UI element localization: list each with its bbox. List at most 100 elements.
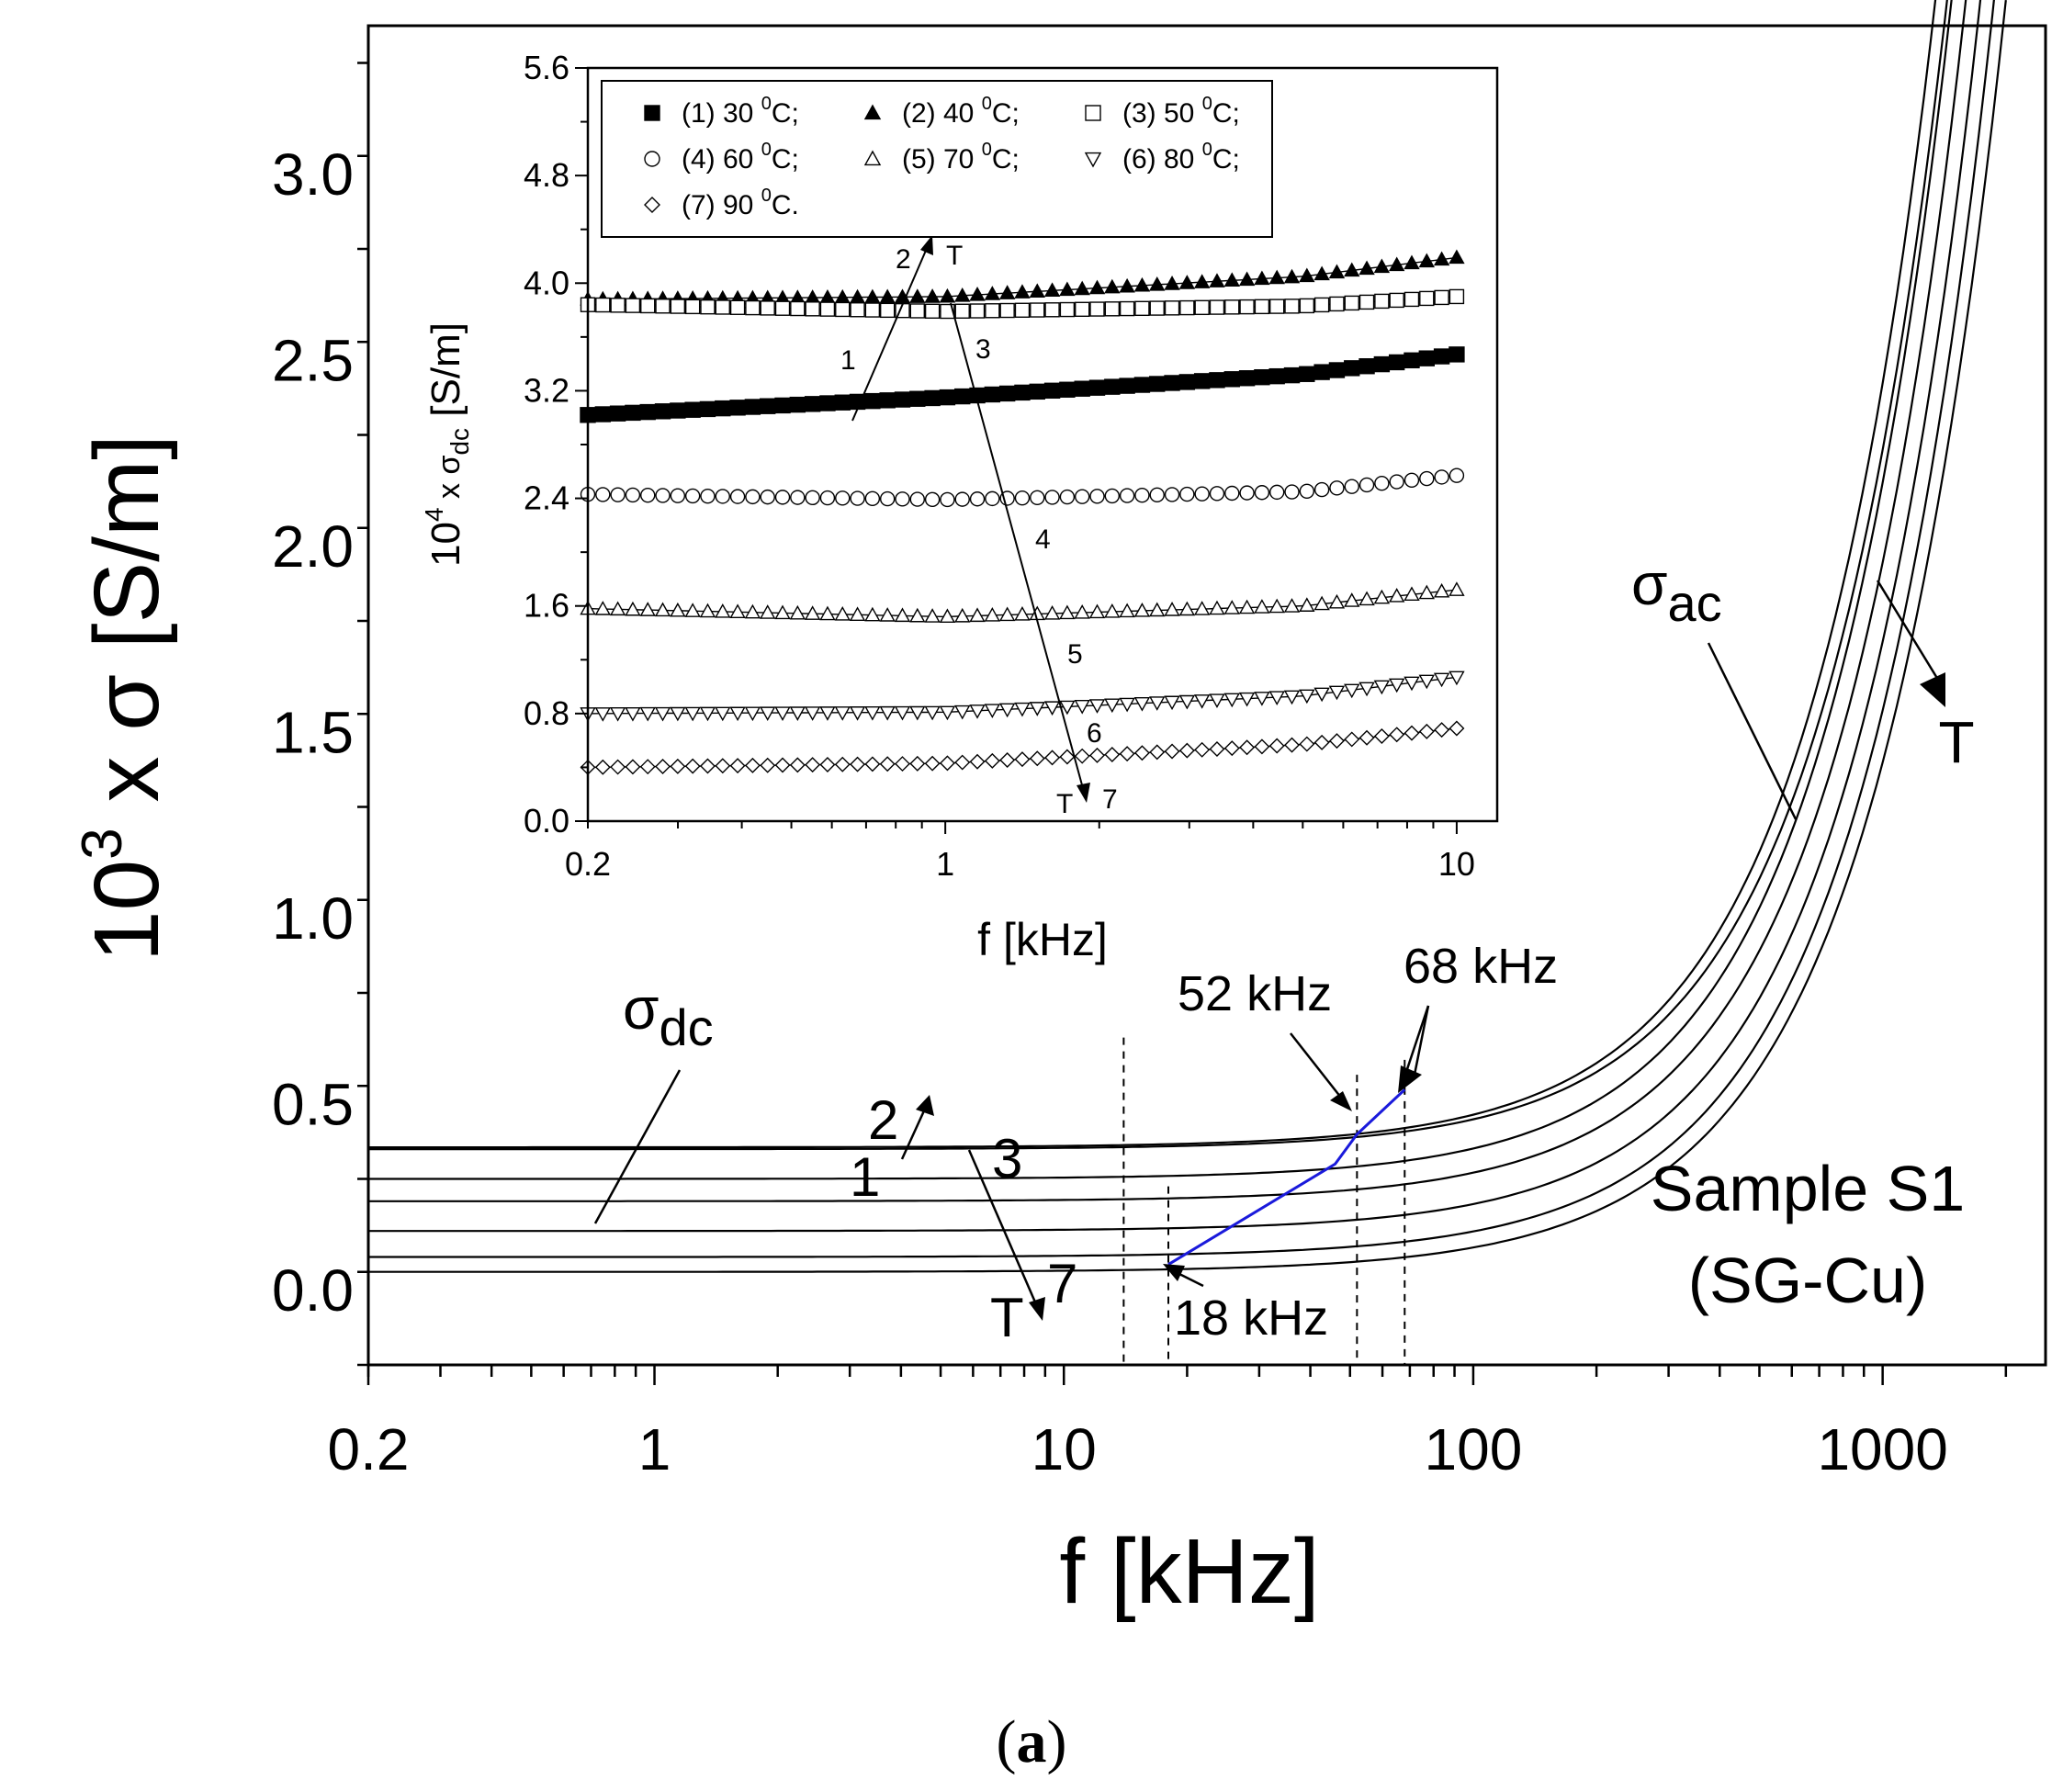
- inset-marker: [819, 301, 836, 317]
- inset-marker: [1418, 584, 1435, 600]
- inset-marker: [760, 398, 776, 414]
- arrow-52khz: [1290, 1032, 1342, 1099]
- inset-marker: [1268, 691, 1285, 706]
- inset-marker: [1043, 604, 1061, 620]
- inset-label-3: 3: [975, 334, 991, 365]
- inset-marker: [1404, 586, 1420, 601]
- inset-marker: [1074, 604, 1090, 619]
- inset-x-tick-label: 0.2: [565, 845, 611, 883]
- inset-marker: [954, 491, 970, 507]
- figure-caption: (a): [997, 1708, 1067, 1775]
- inset-marker: [1119, 300, 1135, 317]
- inset-marker: [1074, 301, 1090, 317]
- inset-marker: [1014, 284, 1031, 299]
- inset-marker: [1449, 468, 1465, 483]
- inset-marker: [760, 489, 775, 505]
- inset-marker: [1404, 291, 1420, 308]
- inset-marker: [1329, 480, 1345, 496]
- inset-marker: [1133, 745, 1150, 761]
- inset-marker: [760, 706, 776, 722]
- inset-marker: [1299, 267, 1315, 283]
- inset-marker: [684, 603, 701, 617]
- inset-marker: [1119, 603, 1135, 618]
- inset-marker: [1193, 274, 1211, 288]
- inset-marker: [1223, 693, 1240, 708]
- inset-marker: [1194, 299, 1210, 316]
- inset-marker: [1178, 694, 1196, 710]
- inset-marker: [1178, 374, 1196, 390]
- inset-marker: [1238, 370, 1256, 387]
- label-68khz: 68 kHz: [1404, 939, 1558, 994]
- inset-marker: [1104, 746, 1121, 762]
- inset-marker: [609, 601, 626, 616]
- inset-marker: [610, 487, 626, 502]
- inset-marker: [909, 390, 926, 407]
- inset-marker: [954, 388, 971, 405]
- inset-marker: [1433, 672, 1450, 688]
- inset-marker: [1030, 302, 1045, 318]
- inset-marker: [879, 302, 896, 319]
- label-52khz: 52 kHz: [1178, 966, 1332, 1021]
- inset-marker: [1373, 728, 1390, 745]
- inset-marker: [1074, 699, 1090, 715]
- main-y-tick-label: 3.0: [272, 141, 354, 208]
- inset-marker: [1029, 383, 1045, 400]
- inset-marker: [1418, 674, 1435, 690]
- inset-marker: [699, 603, 716, 618]
- inset-marker: [999, 302, 1015, 319]
- inset-marker: [1358, 729, 1375, 746]
- inset-x-tick-label: 10: [1438, 845, 1475, 883]
- inset-marker: [1014, 384, 1031, 401]
- inset-marker: [1328, 362, 1346, 378]
- inset-marker: [1418, 723, 1435, 739]
- inset-marker: [1284, 484, 1300, 500]
- inset-marker: [1223, 272, 1240, 287]
- inset-marker: [1389, 727, 1405, 743]
- inset-marker: [1373, 589, 1391, 604]
- inset-marker: [1133, 603, 1151, 617]
- inset-marker: [594, 759, 611, 775]
- inset-marker: [924, 288, 941, 303]
- inset-marker: [1149, 276, 1166, 291]
- inset-marker: [729, 706, 746, 722]
- inset-y-tick-label: 5.6: [524, 49, 569, 86]
- inset-arrow-3-7: [950, 302, 1085, 793]
- inset-marker: [1089, 301, 1105, 317]
- inset-marker: [1434, 722, 1450, 738]
- legend-marker-7: [644, 197, 660, 213]
- inset-marker: [1224, 485, 1240, 502]
- arrow-3-7: [967, 1149, 1038, 1305]
- inset-marker: [1074, 748, 1090, 764]
- inset-series-6: [580, 671, 1465, 722]
- inset-marker: [1344, 479, 1359, 494]
- inset-marker: [909, 607, 926, 623]
- inset-marker: [1434, 289, 1449, 306]
- inset-marker: [1223, 740, 1240, 757]
- inset-marker: [655, 299, 671, 314]
- main-y-tick-label: 1.5: [272, 700, 354, 766]
- inset-marker: [834, 605, 851, 621]
- inset-marker: [879, 392, 896, 409]
- inset-marker: [1044, 490, 1060, 505]
- legend-marker-6: [1084, 152, 1102, 168]
- inset-marker: [1179, 299, 1195, 316]
- inset-marker: [1449, 346, 1465, 363]
- inset-marker: [1239, 739, 1256, 756]
- inset-marker: [909, 491, 925, 507]
- inset-marker: [1164, 375, 1180, 391]
- arrow-18khz-head: [1163, 1264, 1185, 1281]
- inset-marker: [984, 752, 1000, 769]
- inset-marker: [610, 759, 626, 775]
- inset-marker: [1328, 685, 1346, 701]
- inset-marker: [998, 703, 1016, 718]
- main-curve-5: [368, 0, 1982, 1233]
- inset-marker: [804, 706, 821, 721]
- inset-marker: [715, 758, 731, 774]
- inset-marker: [969, 704, 986, 719]
- inset-marker: [1268, 738, 1285, 754]
- inset-marker: [1344, 295, 1359, 311]
- inset-y-ticks: 0.0 0.8 1.6 2.4 3.2 4.0 4.8 5.6: [524, 49, 588, 840]
- inset-marker: [670, 758, 686, 774]
- inset-marker: [1119, 488, 1135, 503]
- inset-marker: [1029, 750, 1045, 767]
